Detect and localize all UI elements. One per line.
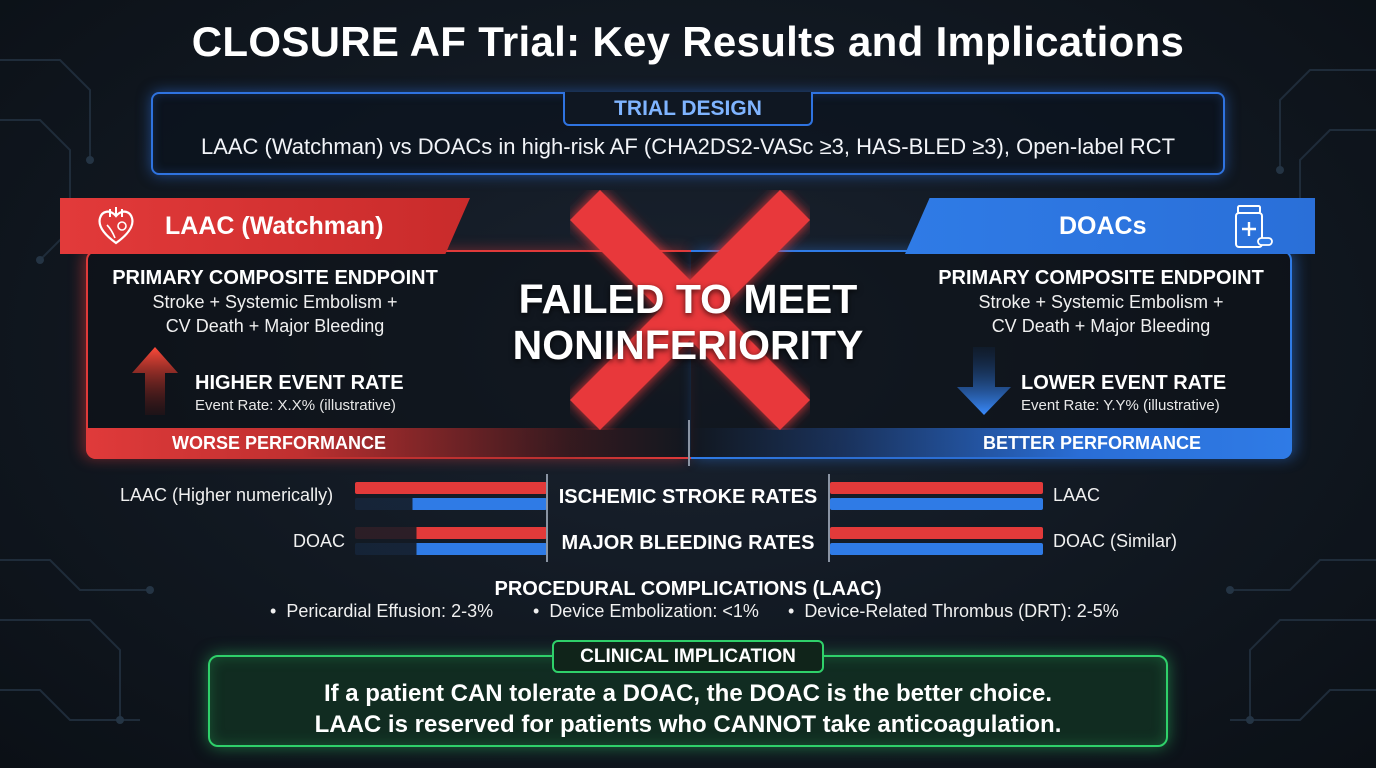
pill-bottle-icon: [1235, 205, 1273, 248]
doac-endpoint-line1: Stroke + Systemic Embolism +: [978, 292, 1224, 312]
doac-banner: [905, 198, 1315, 254]
worse-performance-bar: [86, 428, 691, 459]
right-ischemic-doac-bar: [830, 498, 1043, 510]
laac-panel: [86, 250, 691, 459]
major-bleeding-title: MAJOR BLEEDING RATES: [561, 532, 815, 554]
right-row-label-2: DOAC (Similar): [1053, 531, 1177, 551]
right-row-label-1: LAAC: [1053, 485, 1101, 505]
left-bleeding-laac-bar: [355, 527, 547, 539]
heart-icon: [98, 207, 134, 245]
laac-rate-sub: Event Rate: X.X% (illustrative): [195, 397, 396, 414]
clinical-implication-text: If a patient CAN tolerate a DOAC, the DO…: [208, 678, 1168, 740]
right-bleeding-laac-bar: [830, 527, 1043, 539]
doac-endpoint-line2: CV Death + Major Bleeding: [991, 316, 1211, 336]
clinical-implication-label: CLINICAL IMPLICATION: [552, 640, 824, 673]
procedural-item-text: Device Embolization: <1%: [549, 601, 759, 621]
procedural-item-text: Pericardial Effusion: 2-3%: [286, 601, 494, 621]
implication-line1: If a patient CAN tolerate a DOAC, the DO…: [323, 680, 1053, 707]
laac-endpoint-line1: Stroke + Systemic Embolism +: [152, 292, 398, 312]
arrow-down-icon: [957, 347, 1011, 415]
procedural-item: • Device Embolization: <1%: [533, 601, 759, 621]
laac-banner: [60, 198, 470, 254]
left-ischemic-doac-bar: [355, 498, 547, 510]
left-bleeding-doac-bar: [355, 543, 547, 555]
laac-endpoint-heading: PRIMARY COMPOSITE ENDPOINT: [112, 267, 438, 289]
left-row-label-2: DOAC: [293, 531, 346, 551]
right-bar-axis: [828, 474, 830, 562]
right-bleeding-doac-bar: [830, 543, 1043, 555]
trial-design-label: TRIAL DESIGN: [563, 92, 813, 126]
doac-endpoint-heading: PRIMARY COMPOSITE ENDPOINT: [938, 267, 1264, 289]
page-title: CLOSURE AF Trial: Key Results and Implic…: [191, 18, 1185, 65]
procedural-item: • Device-Related Thrombus (DRT): 2-5%: [788, 601, 1119, 621]
ischemic-stroke-title: ISCHEMIC STROKE RATES: [558, 486, 818, 508]
implication-line2: LAAC is reserved for patients who CANNOT…: [314, 711, 1062, 738]
left-ischemic-laac-bar: [355, 482, 547, 494]
worse-performance-label: WORSE PERFORMANCE: [172, 433, 387, 453]
arrow-up-icon: [132, 347, 178, 415]
better-performance-bar: [691, 428, 1292, 459]
left-bar-axis: [546, 474, 548, 562]
trial-design-text: LAAC (Watchman) vs DOACs in high-risk AF…: [200, 134, 1176, 159]
laac-rate-title: HIGHER EVENT RATE: [195, 372, 404, 394]
procedural-item-text: Device-Related Thrombus (DRT): 2-5%: [804, 601, 1119, 621]
procedural-title: PROCEDURAL COMPLICATIONS (LAAC): [494, 578, 882, 600]
better-performance-label: BETTER PERFORMANCE: [983, 433, 1202, 453]
laac-banner-label: LAAC (Watchman): [165, 212, 384, 240]
verdict-line2: NONINFERIORITY: [512, 322, 864, 368]
verdict-text: FAILED TO MEET NONINFERIORITY: [478, 276, 898, 368]
x-mark-icon: [570, 190, 810, 430]
left-row-label-1: LAAC (Higher numerically): [120, 485, 334, 505]
doac-rate-sub: Event Rate: Y.Y% (illustrative): [1021, 397, 1220, 414]
procedural-item: • Pericardial Effusion: 2-3%: [270, 601, 494, 621]
verdict-line1: FAILED TO MEET: [518, 276, 858, 322]
right-ischemic-laac-bar: [830, 482, 1043, 494]
center-divider: [688, 420, 690, 466]
doac-rate-title: LOWER EVENT RATE: [1021, 372, 1227, 394]
laac-endpoint-line2: CV Death + Major Bleeding: [165, 316, 385, 336]
doac-banner-label: DOACs: [1059, 212, 1147, 240]
